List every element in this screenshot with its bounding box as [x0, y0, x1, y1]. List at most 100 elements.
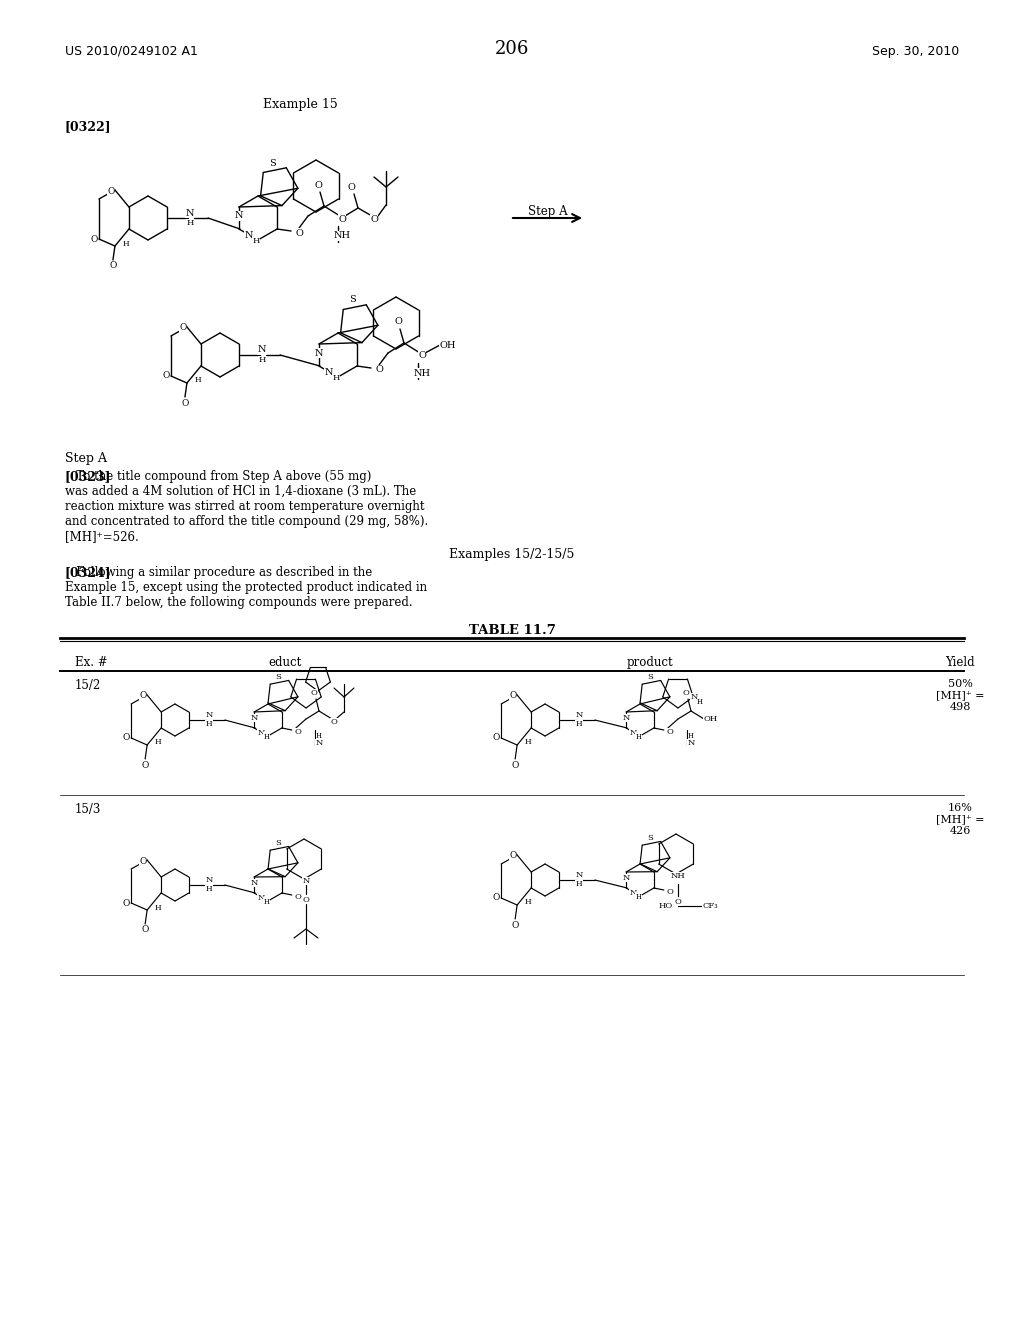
Text: N: N [630, 729, 637, 737]
Text: Step A: Step A [65, 451, 106, 465]
Text: N: N [623, 714, 630, 722]
Text: O: O [667, 888, 674, 896]
Text: S: S [647, 834, 653, 842]
Text: Example 15: Example 15 [262, 98, 337, 111]
Text: [0322]: [0322] [65, 120, 112, 133]
Text: O: O [511, 920, 519, 929]
Text: N: N [251, 714, 258, 722]
Text: 16%
[MH]⁺ =
426: 16% [MH]⁺ = 426 [936, 803, 984, 836]
Text: N: N [575, 871, 583, 879]
Text: H: H [636, 733, 642, 741]
Text: N: N [258, 346, 266, 355]
Text: O: O [683, 689, 689, 697]
Text: O: O [295, 894, 301, 902]
Text: NH: NH [671, 873, 685, 880]
Text: Sep. 30, 2010: Sep. 30, 2010 [871, 45, 959, 58]
Text: N: N [325, 368, 334, 378]
Text: H: H [575, 880, 583, 888]
Text: O: O [375, 366, 383, 375]
Text: O: O [139, 857, 146, 866]
Text: O: O [510, 692, 517, 701]
Text: H: H [195, 376, 202, 384]
Text: N: N [185, 209, 195, 218]
Text: H: H [316, 733, 322, 741]
Text: H: H [253, 236, 260, 244]
Text: O: O [110, 261, 117, 271]
Text: O: O [123, 734, 130, 742]
Text: O: O [370, 214, 378, 223]
Text: O: O [179, 323, 186, 333]
Text: NH: NH [414, 368, 430, 378]
Text: O: O [295, 729, 301, 737]
Text: educt: educt [268, 656, 302, 669]
Text: N: N [315, 348, 324, 358]
Text: Ex. #: Ex. # [75, 656, 108, 669]
Text: N: N [623, 874, 630, 882]
Text: 15/3: 15/3 [75, 803, 101, 816]
Text: N: N [258, 894, 265, 902]
Text: H: H [123, 239, 129, 248]
Text: [0324]: [0324] [65, 566, 112, 579]
Text: O: O [141, 760, 148, 770]
Text: H: H [155, 738, 162, 747]
Text: N: N [575, 711, 583, 719]
Text: O: O [295, 228, 303, 238]
Text: OH: OH [439, 341, 457, 350]
Text: O: O [90, 235, 97, 243]
Text: S: S [348, 296, 355, 305]
Text: 50%
[MH]⁺ =
498: 50% [MH]⁺ = 498 [936, 678, 984, 713]
Text: N: N [245, 231, 254, 240]
Text: H: H [186, 219, 194, 227]
Text: H: H [333, 374, 340, 381]
Text: O: O [302, 896, 309, 904]
Text: S: S [275, 840, 281, 847]
Text: Step A: Step A [528, 205, 568, 218]
Text: O: O [675, 898, 681, 906]
Text: H: H [258, 356, 266, 364]
Text: NH: NH [334, 231, 350, 240]
Text: O: O [394, 318, 402, 326]
Text: H: H [575, 719, 583, 729]
Text: [0323]: [0323] [65, 470, 112, 483]
Text: N: N [205, 711, 213, 719]
Text: H: H [688, 733, 694, 741]
Text: N: N [236, 211, 244, 220]
Text: O: O [181, 399, 188, 408]
Text: S: S [268, 158, 275, 168]
Text: H: H [525, 899, 531, 907]
Text: O: O [108, 186, 115, 195]
Text: O: O [338, 214, 346, 223]
Text: N: N [302, 876, 309, 884]
Text: S: S [647, 673, 653, 681]
Text: H: H [263, 898, 269, 906]
Text: N: N [251, 879, 258, 887]
Text: N: N [690, 693, 697, 701]
Text: H: H [636, 892, 642, 900]
Text: N: N [258, 729, 265, 737]
Text: O: O [310, 689, 317, 697]
Text: O: O [493, 894, 500, 903]
Text: H: H [525, 738, 531, 747]
Text: O: O [667, 729, 674, 737]
Text: CF₃: CF₃ [702, 902, 718, 909]
Text: Examples 15/2-15/5: Examples 15/2-15/5 [450, 548, 574, 561]
Text: OH: OH [703, 715, 718, 723]
Text: O: O [162, 371, 170, 380]
Text: O: O [141, 925, 148, 935]
Text: O: O [347, 182, 355, 191]
Text: N: N [315, 739, 323, 747]
Text: 206: 206 [495, 40, 529, 58]
Text: O: O [511, 760, 519, 770]
Text: H: H [155, 903, 162, 912]
Text: HO: HO [658, 902, 673, 909]
Text: Yield: Yield [945, 656, 975, 669]
Text: O: O [331, 718, 338, 726]
Text: O: O [418, 351, 426, 360]
Text: product: product [627, 656, 674, 669]
Text: Following a similar procedure as described in the
Example 15, except using the p: Following a similar procedure as describ… [65, 566, 427, 609]
Text: 15/2: 15/2 [75, 678, 101, 692]
Text: N: N [205, 876, 213, 884]
Text: US 2010/0249102 A1: US 2010/0249102 A1 [65, 45, 198, 58]
Text: TABLE 11.7: TABLE 11.7 [469, 624, 555, 638]
Text: O: O [493, 734, 500, 742]
